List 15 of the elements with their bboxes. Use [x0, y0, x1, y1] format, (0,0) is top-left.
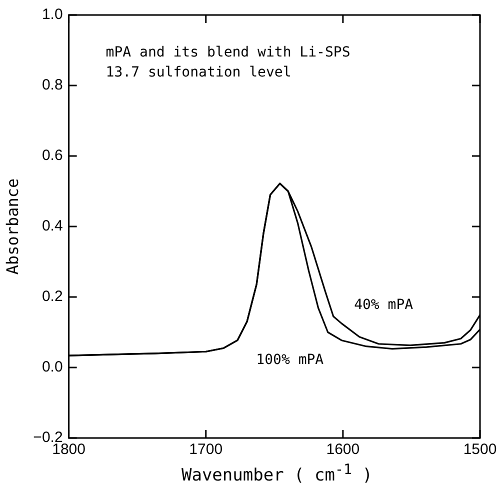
- y-tick-label: 1.0: [42, 6, 63, 24]
- series-label: 40% mPA: [354, 297, 414, 314]
- annotation: 13.7 sulfonation level: [106, 64, 292, 81]
- series-label: 100% mPA: [256, 352, 324, 368]
- y-tick-label: 0.0: [42, 358, 63, 376]
- annotation: mPA and its blend with Li-SPS: [106, 44, 350, 61]
- x-tick-label: 1700: [189, 441, 223, 458]
- y-tick-label: 0.4: [42, 218, 63, 235]
- y-tick-label: 0.8: [42, 76, 63, 94]
- y-tick-label: 0.2: [42, 288, 63, 306]
- y-axis-title: Absorbance: [2, 178, 22, 275]
- x-tick-label: 1600: [326, 441, 360, 458]
- y-tick-label: 0.6: [42, 147, 63, 164]
- x-tick-label: 1500: [463, 441, 497, 458]
- x-axis-title: Wavenumber ( cm$^{-1}$ ): [180, 462, 374, 486]
